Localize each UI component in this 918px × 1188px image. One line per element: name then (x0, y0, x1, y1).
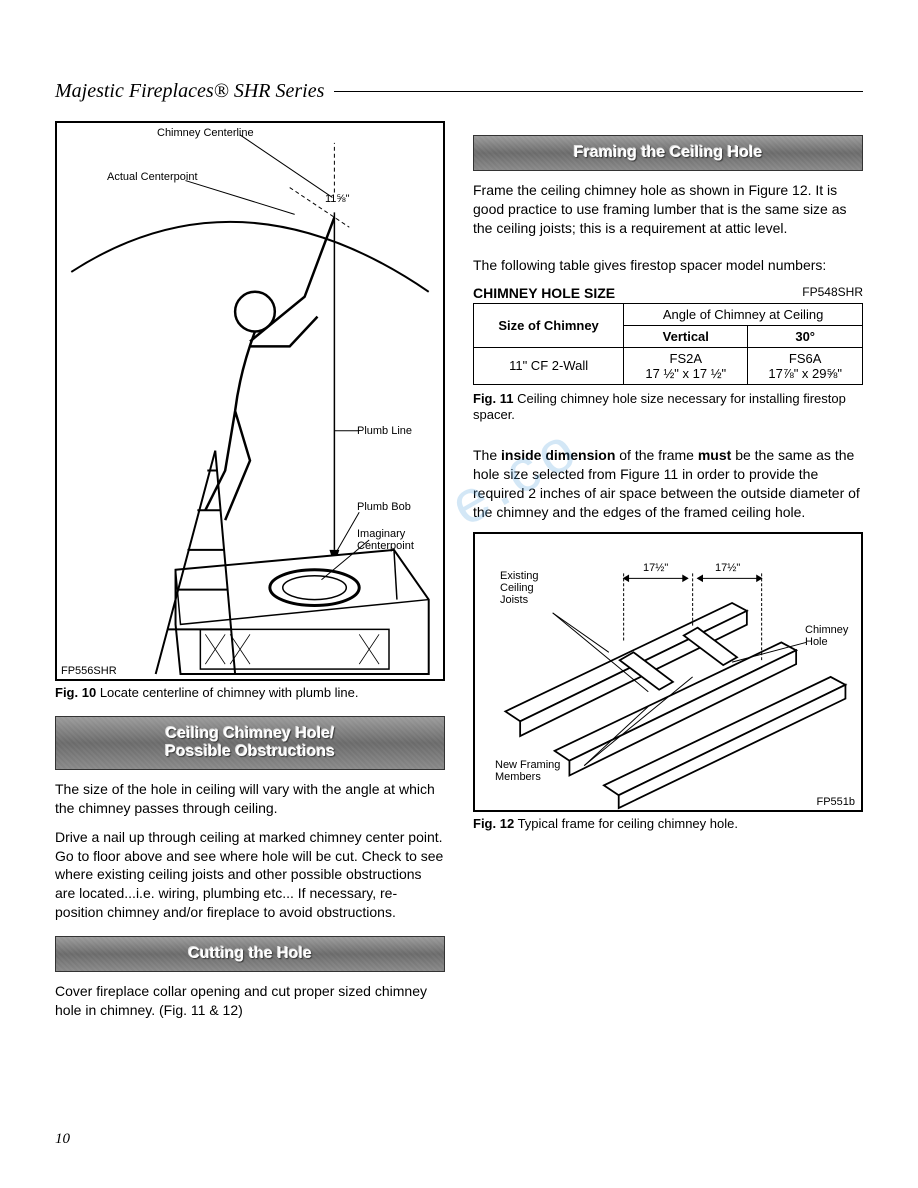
fig10-caption-text: Locate centerline of chimney with plumb … (100, 685, 359, 700)
fig12-caption: Fig. 12 Typical frame for ceiling chimne… (473, 816, 863, 833)
right-column: Framing the Ceiling Hole Frame the ceili… (473, 121, 863, 1030)
fig10-ref: FP556SHR (61, 665, 117, 677)
label-plumb-bob: Plumb Bob (357, 501, 411, 513)
label-chimney-hole: Chimney Hole (805, 624, 848, 648)
table-title: CHIMNEY HOLE SIZE (473, 285, 615, 301)
table-col-size: Size of Chimney (474, 303, 624, 347)
fig11-caption-text: Ceiling chimney hole size necessary for … (473, 391, 846, 423)
section3-para1: Frame the ceiling chimney hole as shown … (473, 181, 863, 238)
fig10-caption: Fig. 10 Locate centerline of chimney wit… (55, 685, 445, 702)
chimney-hole-size-table: Size of Chimney Angle of Chimney at Ceil… (473, 303, 863, 385)
table-ref: FP548SHR (802, 285, 863, 301)
header-title: Majestic Fireplaces® SHR Series (55, 80, 324, 103)
label-existing-joists: Existing Ceiling Joists (500, 570, 539, 606)
page-number: 10 (55, 1131, 70, 1148)
section1-para1: The size of the hole in ceiling will var… (55, 780, 445, 818)
table-col-vert: Vertical (624, 325, 748, 347)
table-row1-30-b: 17⅞" x 29⅝" (768, 366, 842, 381)
table-row1-size: 11" CF 2-Wall (474, 347, 624, 384)
table-row1-vert-a: FS2A (670, 351, 703, 366)
table-row1-30: FS6A 17⅞" x 29⅝" (748, 347, 863, 384)
table-row1-30-a: FS6A (789, 351, 822, 366)
fig12-caption-bold: Fig. 12 (473, 816, 514, 831)
table-title-row: CHIMNEY HOLE SIZE FP548SHR (473, 285, 863, 301)
label-chimney-centerline: Chimney Centerline (157, 127, 254, 139)
fig12-caption-text: Typical frame for ceiling chimney hole. (518, 816, 738, 831)
table-row1-vert: FS2A 17 ½" x 17 ½" (624, 347, 748, 384)
fig12-ref: FP551b (816, 796, 855, 808)
section-cutting-hole-header: Cutting the Hole (55, 936, 445, 972)
table-header-angle: Angle of Chimney at Ceiling (624, 303, 863, 325)
label-angle-dim: 11⅝" (325, 193, 350, 205)
header-rule (334, 91, 863, 92)
table-row1-vert-b: 17 ½" x 17 ½" (645, 366, 726, 381)
fig11-caption-bold: Fig. 11 (473, 391, 513, 406)
fig10-caption-bold: Fig. 10 (55, 685, 96, 700)
section1-para2: Drive a nail up through ceiling at marke… (55, 828, 445, 922)
fig11-caption: Fig. 11 Ceiling chimney hole size necess… (473, 391, 863, 425)
left-column: Chimney Centerline Actual Centerpoint 11… (55, 121, 445, 1030)
label-dim2: 17½" (715, 562, 740, 574)
section-ceiling-hole-obstructions-header: Ceiling Chimney Hole/ Possible Obstructi… (55, 716, 445, 770)
label-new-framing: New Framing Members (495, 759, 560, 783)
main-content: Chimney Centerline Actual Centerpoint 11… (55, 121, 863, 1030)
section3-para2: The following table gives firestop space… (473, 256, 863, 275)
label-plumb-line: Plumb Line (357, 425, 412, 437)
page-header: Majestic Fireplaces® SHR Series (55, 80, 863, 103)
label-actual-centerpoint: Actual Centerpoint (107, 171, 198, 183)
label-imaginary-centerpoint: Imaginary Centerpoint (357, 528, 414, 552)
label-dim1: 17½" (643, 562, 668, 574)
right-para3: The inside dimension of the frame must b… (473, 446, 863, 522)
section-framing-header: Framing the Ceiling Hole (473, 135, 863, 171)
table-col-30: 30° (748, 325, 863, 347)
figure-12-illustration: Existing Ceiling Joists 17½" 17½" Chimne… (473, 532, 863, 812)
section2-para1: Cover fireplace collar opening and cut p… (55, 982, 445, 1020)
figure-10-illustration: Chimney Centerline Actual Centerpoint 11… (55, 121, 445, 681)
